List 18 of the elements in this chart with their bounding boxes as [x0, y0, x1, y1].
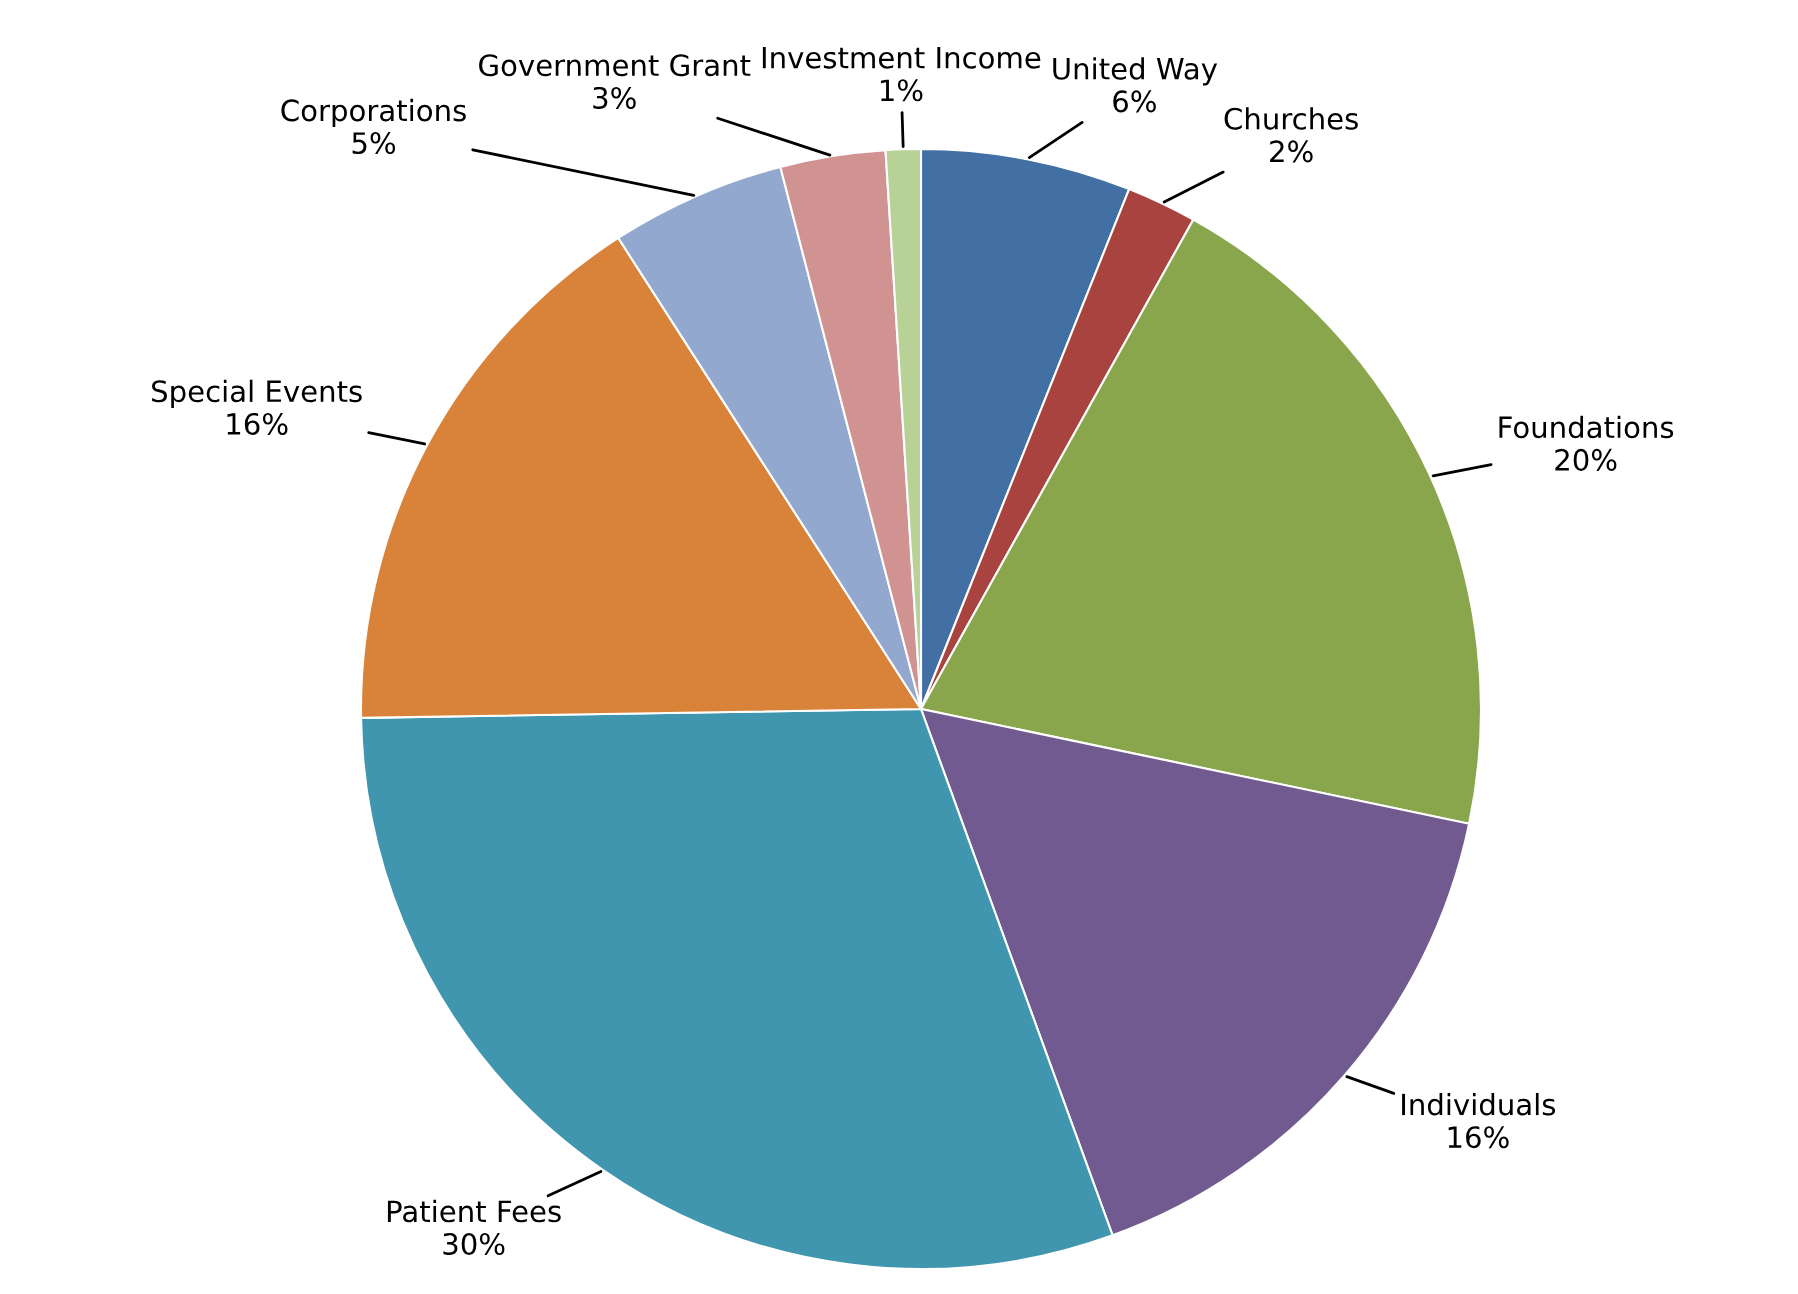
- data-label: 1%: [880, 79, 923, 102]
- data-label: 30%: [443, 1232, 505, 1256]
- data-label: 16%: [227, 412, 288, 435]
- data-label: 6%: [1113, 90, 1156, 113]
- slice-label: Churches: [1224, 107, 1358, 130]
- slice-label: Foundations: [1499, 415, 1674, 439]
- slice-label: United Way: [1053, 57, 1218, 86]
- slice-label: Investment Income: [762, 46, 1041, 69]
- data-label: 5%: [352, 132, 396, 155]
- data-label: 16%: [1448, 1126, 1509, 1149]
- slice-label: Individuals: [1402, 1092, 1556, 1116]
- slice-label: Patient Fees: [387, 1199, 561, 1223]
- slice-label: Corporations: [281, 98, 466, 128]
- data-label: 3%: [593, 86, 636, 109]
- data-label: 20%: [1555, 448, 1617, 471]
- slice-label: Special Events: [152, 379, 362, 408]
- data-label: 2%: [1270, 140, 1313, 163]
- slice-label: Government Grant: [479, 54, 751, 77]
